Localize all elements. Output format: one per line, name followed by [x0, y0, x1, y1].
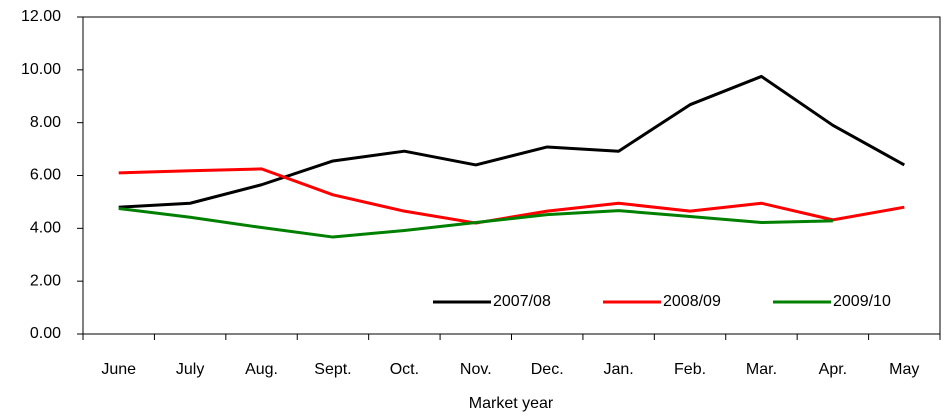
y-tick-label: 8.00	[30, 114, 61, 131]
x-tick-label: July	[176, 361, 204, 378]
x-tick-label: Jan.	[604, 361, 634, 378]
y-tick-label: 4.00	[30, 220, 61, 237]
y-tick-label: 6.00	[30, 167, 61, 184]
x-tick-label: Feb.	[674, 361, 706, 378]
y-tick-label: 2.00	[30, 272, 61, 289]
x-tick-label: Nov.	[460, 361, 492, 378]
x-tick-label: Aug.	[245, 361, 278, 378]
legend-label: 2008/09	[663, 293, 721, 310]
x-axis-title: Market year	[469, 395, 554, 412]
legend-label: 2009/10	[833, 293, 891, 310]
x-tick-label: June	[101, 361, 136, 378]
x-tick-label: Oct.	[390, 361, 419, 378]
y-tick-label: 12.00	[21, 8, 61, 25]
y-tick-label: 0.00	[30, 325, 61, 342]
x-tick-label: Apr.	[819, 361, 847, 378]
series-line	[118, 167, 905, 225]
x-tick-label: Mar.	[746, 361, 777, 378]
y-tick-label: 10.00	[21, 61, 61, 78]
series-line	[118, 207, 833, 239]
series-line	[118, 74, 906, 209]
x-tick-label: May	[889, 361, 919, 378]
legend-label: 2007/08	[493, 293, 551, 310]
plot-frame	[82, 16, 941, 335]
x-tick-label: Sept.	[314, 361, 351, 378]
x-tick-label: Dec.	[531, 361, 564, 378]
